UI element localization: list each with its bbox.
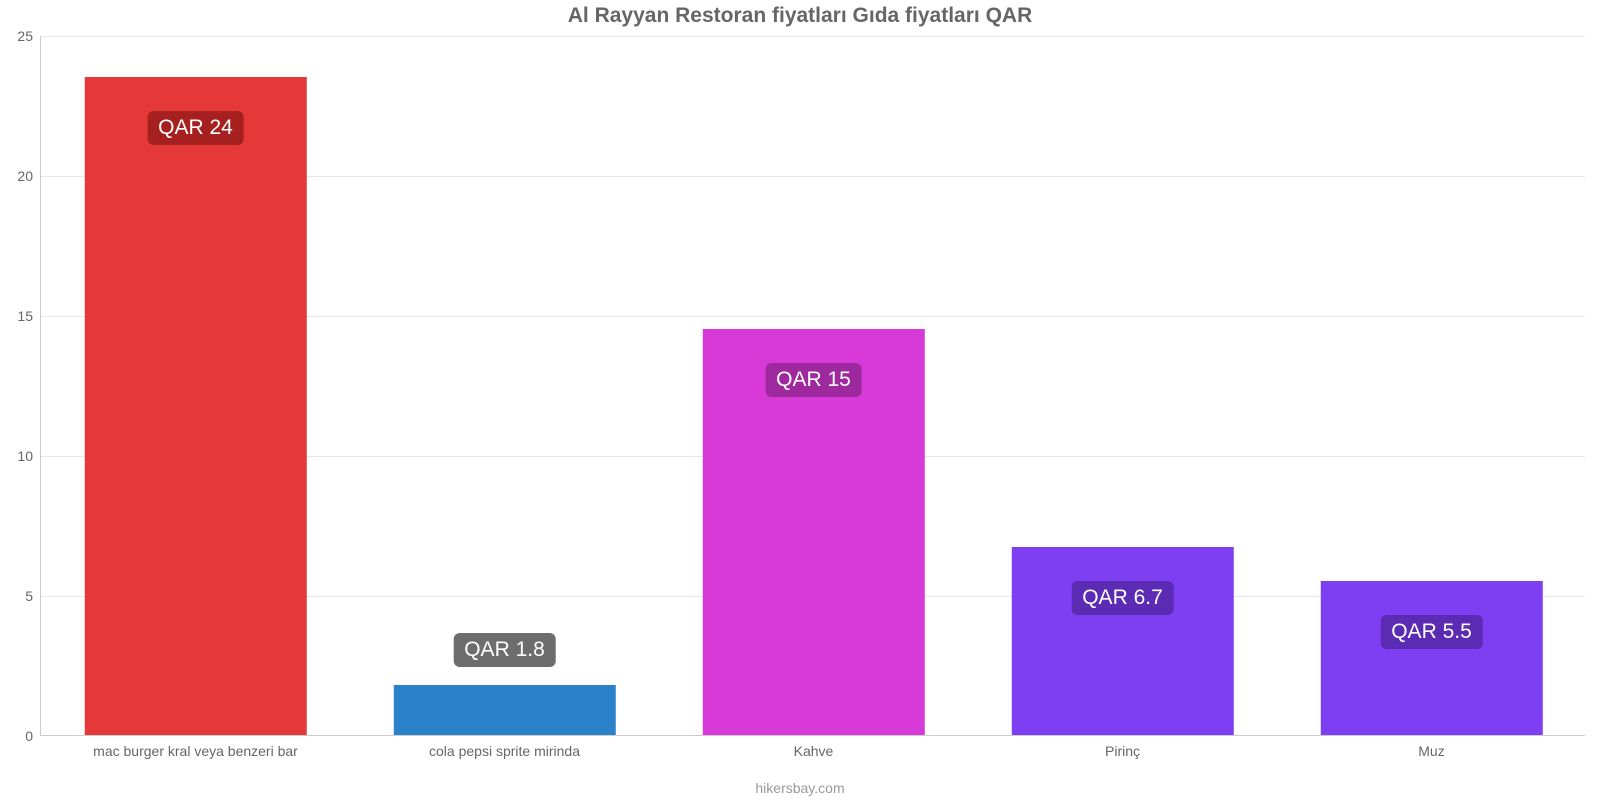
bar bbox=[1320, 581, 1542, 735]
x-tick-label: cola pepsi sprite mirinda bbox=[429, 743, 580, 759]
bar-value-label: QAR 1.8 bbox=[453, 633, 556, 667]
y-tick-label: 10 bbox=[17, 448, 33, 464]
bar-slot: QAR 6.7Pirinç bbox=[968, 36, 1277, 735]
bar bbox=[84, 77, 306, 735]
bar-slot: QAR 15Kahve bbox=[659, 36, 968, 735]
y-tick-label: 20 bbox=[17, 168, 33, 184]
bar-slot: QAR 1.8cola pepsi sprite mirinda bbox=[350, 36, 659, 735]
bar bbox=[393, 685, 615, 735]
bar bbox=[1011, 547, 1233, 735]
bar-value-label: QAR 5.5 bbox=[1380, 615, 1483, 649]
chart-title: Al Rayyan Restoran fiyatları Gıda fiyatl… bbox=[0, 4, 1600, 28]
x-tick-label: Kahve bbox=[794, 743, 834, 759]
bar-value-label: QAR 6.7 bbox=[1071, 581, 1174, 615]
y-tick-label: 25 bbox=[17, 28, 33, 44]
y-tick-label: 15 bbox=[17, 308, 33, 324]
bar-value-label: QAR 15 bbox=[765, 363, 862, 397]
bar-slot: QAR 5.5Muz bbox=[1277, 36, 1586, 735]
y-tick-label: 0 bbox=[25, 728, 33, 744]
x-tick-label: mac burger kral veya benzeri bar bbox=[93, 743, 298, 759]
chart-container: Al Rayyan Restoran fiyatları Gıda fiyatl… bbox=[0, 0, 1600, 800]
bar-value-label: QAR 24 bbox=[147, 111, 244, 145]
bar-slot: QAR 24mac burger kral veya benzeri bar bbox=[41, 36, 350, 735]
x-tick-label: Pirinç bbox=[1105, 743, 1140, 759]
chart-credit: hikersbay.com bbox=[0, 780, 1600, 796]
x-tick-label: Muz bbox=[1418, 743, 1444, 759]
y-tick-label: 5 bbox=[25, 588, 33, 604]
plot-area: 0510152025QAR 24mac burger kral veya ben… bbox=[40, 36, 1585, 736]
